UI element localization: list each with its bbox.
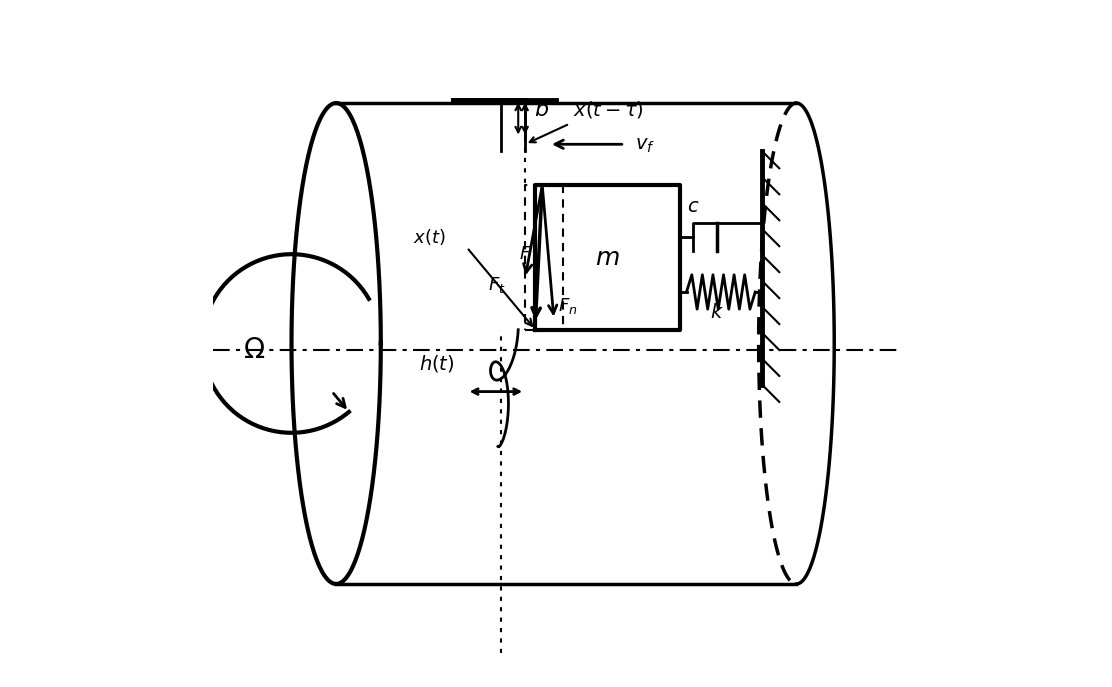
Text: $h(t)$: $h(t)$ (418, 353, 454, 374)
Text: $F_n$: $F_n$ (558, 295, 577, 316)
Text: $\Omega$: $\Omega$ (242, 337, 265, 364)
Text: $x(t-\tau)$: $x(t-\tau)$ (573, 99, 644, 120)
Text: $b$: $b$ (534, 100, 549, 120)
Text: $F$: $F$ (519, 245, 532, 263)
Text: $v_f$: $v_f$ (635, 136, 655, 155)
Text: $F_t$: $F_t$ (488, 275, 506, 295)
Text: $c$: $c$ (687, 196, 699, 216)
Text: $k$: $k$ (711, 303, 724, 322)
Text: $m$: $m$ (595, 246, 619, 269)
Text: $x(t)$: $x(t)$ (414, 227, 446, 247)
